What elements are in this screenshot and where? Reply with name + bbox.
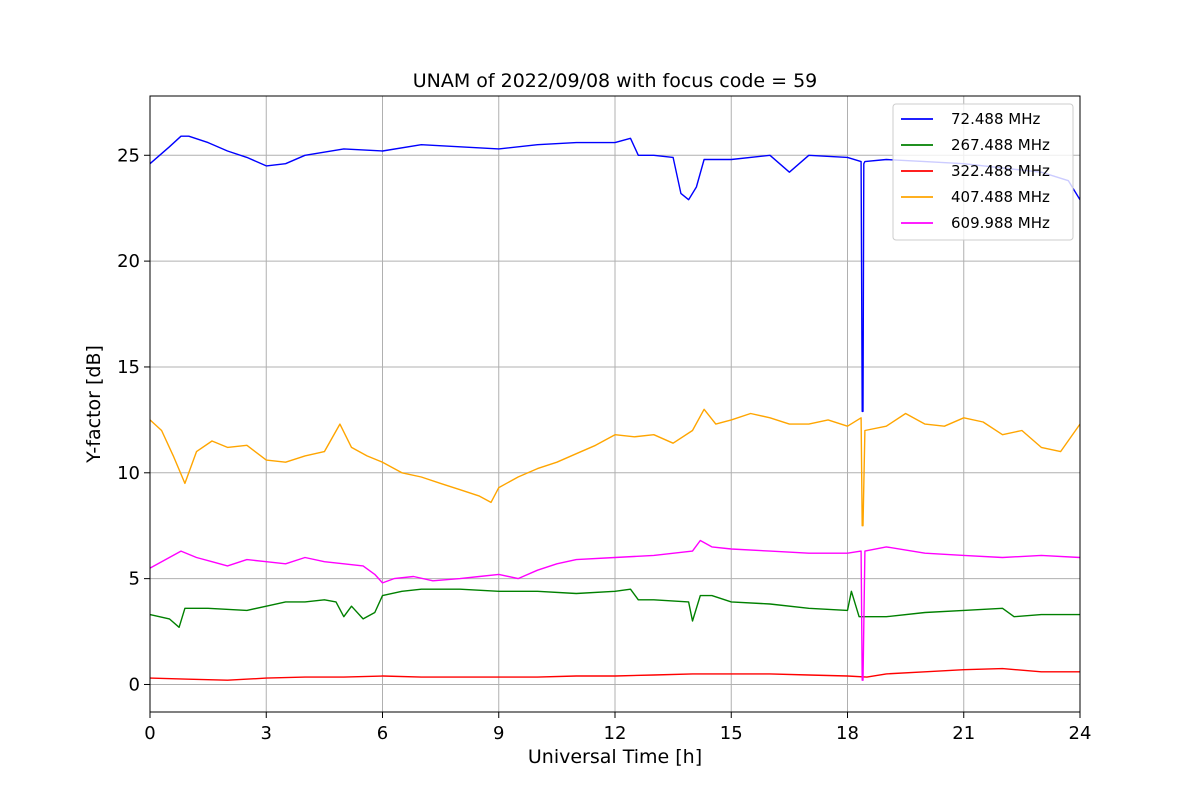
x-tick-label: 9 [493,723,504,744]
x-tick-label: 12 [604,723,627,744]
series-line-5 [149,539,1081,681]
y-tick-label: 20 [117,251,140,272]
legend-label: 267.488 MHz [951,136,1050,154]
legend-label: 72.488 MHz [951,110,1040,128]
y-tick-label: 0 [129,674,140,695]
axis-ticks: 0 3 6 9 12 15 18 21 24 0 5 10 15 20 25 [117,145,1091,744]
x-tick-label: 6 [377,723,388,744]
legend-label: 322.488 MHz [951,162,1050,180]
series-line-3 [149,667,1080,681]
series-line-2 [149,588,1080,628]
y-tick-label: 5 [129,569,140,590]
legend-label: 609.988 MHz [951,214,1050,232]
legend-box [892,103,1074,241]
y-tick-label: 15 [117,357,140,378]
series-lines [149,135,1081,681]
x-tick-label: 24 [1069,723,1092,744]
series-line-4 [149,408,1081,527]
series-line-1 [149,135,1081,413]
x-axis-label: Universal Time [h] [528,746,702,768]
x-tick-label: 21 [952,723,975,744]
legend: 72.488 MHz 267.488 MHz 322.488 MHz 407.488 … [892,103,1074,241]
x-tick-label: 15 [720,723,743,744]
x-tick-label: 3 [261,723,272,744]
legend-label: 407.488 MHz [951,188,1050,206]
grid [149,96,1081,712]
x-tick-label: 18 [836,723,859,744]
x-tick-label: 0 [144,723,155,744]
chart-title: UNAM of 2022/09/08 with focus code = 59 [413,70,818,92]
y-tick-label: 25 [117,145,140,166]
y-axis-label: Y-factor [dB] [83,345,105,464]
y-tick-label: 10 [117,463,140,484]
